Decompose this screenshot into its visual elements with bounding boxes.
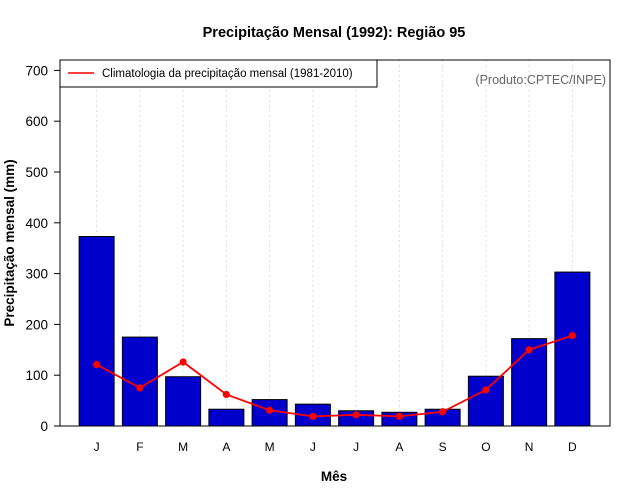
climatology-point — [222, 390, 230, 399]
climatology-point — [93, 360, 101, 369]
x-tick-label: N — [525, 440, 534, 454]
x-tick-label: O — [481, 440, 490, 454]
climatology-point — [482, 386, 490, 394]
y-tick-label: 200 — [25, 317, 48, 332]
legend-box — [59, 59, 378, 88]
climatology-point — [395, 412, 403, 420]
y-axis-title: Precipitação mensal (mm) — [2, 159, 17, 326]
climatology-point — [179, 358, 187, 366]
bar — [208, 408, 245, 427]
x-tick-label: D — [568, 440, 577, 454]
climatology-point — [525, 346, 533, 354]
climatology-point — [439, 408, 447, 416]
y-tick-label: 300 — [25, 267, 48, 282]
x-tick-label: M — [178, 440, 188, 454]
climatology-point — [266, 406, 274, 414]
credit-annotation: (Produto:CPTEC/INPE) — [475, 73, 606, 87]
y-tick-label: 100 — [25, 368, 48, 383]
x-tick-label: J — [353, 440, 359, 454]
y-tick-label: 700 — [25, 63, 48, 78]
x-tick-label: A — [395, 440, 403, 454]
x-tick-label: J — [310, 440, 316, 454]
y-axis: 0 100 200 300 400 500 600 700 — [25, 63, 60, 434]
climatology-point — [352, 411, 360, 419]
y-tick-label: 0 — [40, 419, 48, 434]
bar — [467, 375, 504, 427]
y-tick-label: 400 — [25, 216, 48, 231]
bar — [554, 271, 591, 427]
climatology-point — [309, 412, 317, 420]
x-tick-label: M — [265, 440, 275, 454]
climatology-point — [136, 384, 144, 392]
x-axis-title: Mês — [321, 469, 347, 484]
x-tick-label: A — [222, 440, 230, 454]
chart-title: Precipitação Mensal (1992): Região 95 — [203, 25, 466, 41]
bar — [165, 376, 202, 427]
x-tick-label: S — [439, 440, 447, 454]
legend: Climatologia da precipitação mensal (198… — [59, 59, 378, 88]
y-tick-label: 500 — [25, 165, 48, 180]
climatology-polyline — [96, 334, 573, 418]
climatology-point — [568, 331, 576, 340]
legend-label: Climatologia da precipitação mensal (198… — [102, 68, 353, 80]
climatology-line — [93, 331, 576, 420]
x-tick-label: J — [94, 440, 100, 454]
y-tick-label: 600 — [25, 114, 48, 129]
bar — [78, 236, 115, 427]
x-tick-label: F — [136, 440, 143, 454]
